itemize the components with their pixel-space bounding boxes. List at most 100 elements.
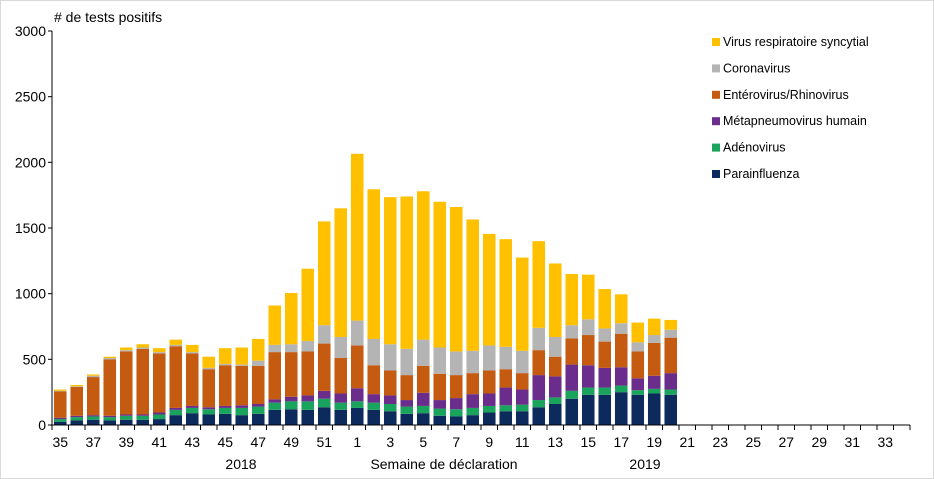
bar-segment-4-week-3 bbox=[383, 344, 397, 371]
bar-segment-0-week-17 bbox=[614, 392, 628, 425]
bar-segment-1-week-46 bbox=[235, 407, 249, 416]
bar-segment-1-week-42 bbox=[169, 409, 183, 416]
bar-segment-3-week-49 bbox=[284, 352, 298, 397]
bar-segment-0-week-18 bbox=[631, 394, 645, 425]
y-tick-label: 2000 bbox=[15, 154, 46, 170]
legend-label: Coronavirus bbox=[723, 61, 790, 75]
bar-segment-1-week-50 bbox=[301, 401, 315, 410]
bar-segment-3-week-36 bbox=[70, 386, 84, 416]
x-tick-label: 17 bbox=[613, 434, 629, 450]
bar-segment-1-week-6 bbox=[433, 408, 447, 416]
bar-segment-1-week-40 bbox=[136, 415, 150, 420]
bar-segment-5-week-8 bbox=[466, 219, 480, 351]
bar-segment-1-week-47 bbox=[251, 406, 265, 414]
legend-label: Adénovirus bbox=[723, 141, 786, 155]
bar-segment-2-week-44 bbox=[202, 407, 216, 410]
bar-segment-4-week-12 bbox=[532, 327, 546, 351]
x-tick-label: 37 bbox=[85, 434, 101, 450]
bar-segment-2-week-37 bbox=[86, 415, 100, 417]
bar-segment-5-week-17 bbox=[614, 294, 628, 324]
bar-segment-4-week-39 bbox=[119, 350, 133, 352]
bar-segment-1-week-1 bbox=[350, 401, 364, 408]
bar-segment-3-week-6 bbox=[433, 373, 447, 401]
bar-segment-5-week-16 bbox=[598, 289, 612, 329]
bar-segment-4-week-51 bbox=[317, 325, 331, 344]
bar-segment-0-week-46 bbox=[235, 415, 249, 425]
legend: Virus respiratoire syncytial Coronavirus E… bbox=[712, 35, 869, 181]
legend-swatch bbox=[712, 170, 720, 178]
bar-segment-3-week-41 bbox=[152, 353, 166, 413]
bar-segment-0-week-41 bbox=[152, 419, 166, 425]
bar-segment-1-week-11 bbox=[515, 404, 529, 412]
bar-segment-5-week-42 bbox=[169, 339, 183, 345]
bar-segment-4-week-47 bbox=[251, 360, 265, 366]
bar-segment-4-week-38 bbox=[103, 358, 117, 360]
bar-segment-4-week-8 bbox=[466, 350, 480, 374]
bar-segment-5-week-14 bbox=[565, 273, 579, 326]
bar-segment-1-week-35 bbox=[53, 419, 67, 422]
bar-segment-2-week-42 bbox=[169, 407, 183, 410]
bar-segment-1-week-12 bbox=[532, 400, 546, 408]
x-tick-label: 35 bbox=[52, 434, 68, 450]
bar-segment-3-week-1 bbox=[350, 345, 364, 389]
x-tick-label: 45 bbox=[217, 434, 233, 450]
bar-segment-1-week-18 bbox=[631, 390, 645, 395]
bar-segment-0-week-50 bbox=[301, 409, 315, 425]
bar-segment-0-week-16 bbox=[598, 394, 612, 425]
bar-segment-2-week-11 bbox=[515, 389, 529, 405]
bar-segment-1-week-20 bbox=[664, 389, 678, 395]
x-tick-label: 51 bbox=[316, 434, 332, 450]
bar-segment-5-week-6 bbox=[433, 201, 447, 348]
bar-segment-3-week-16 bbox=[598, 341, 612, 368]
bar-segment-4-week-50 bbox=[301, 340, 315, 352]
x-tick-label: 11 bbox=[515, 434, 530, 450]
bar-segment-1-week-44 bbox=[202, 409, 216, 415]
bar-segment-4-week-35 bbox=[53, 390, 67, 392]
bar-segment-2-week-39 bbox=[119, 414, 133, 416]
bar-segment-0-week-4 bbox=[400, 413, 414, 425]
bar-segment-2-week-48 bbox=[268, 399, 282, 403]
bar-segment-3-week-47 bbox=[251, 365, 265, 404]
bar-segment-0-week-5 bbox=[416, 413, 430, 425]
bar-segment-0-week-19 bbox=[647, 393, 661, 425]
bar-segment-4-week-1 bbox=[350, 320, 364, 346]
bar-segment-4-week-43 bbox=[185, 352, 199, 354]
bar-segment-4-week-11 bbox=[515, 350, 529, 374]
bar-segment-5-week-1 bbox=[350, 153, 364, 321]
bar-segment-5-week-20 bbox=[664, 319, 678, 330]
legend-swatch bbox=[712, 90, 720, 99]
y-tick-label: 0 bbox=[38, 417, 46, 433]
bar-segment-4-week-14 bbox=[565, 325, 579, 339]
bar-segment-3-week-37 bbox=[86, 377, 100, 416]
bar-segment-3-week-40 bbox=[136, 348, 150, 415]
x-tick-label: 3 bbox=[386, 434, 394, 450]
bar-segment-3-week-35 bbox=[53, 391, 67, 418]
bar-segment-3-week-17 bbox=[614, 333, 628, 368]
bar-segment-4-week-49 bbox=[284, 344, 298, 353]
bar-segment-1-week-45 bbox=[218, 407, 232, 414]
bar-segment-1-week-4 bbox=[400, 406, 414, 414]
bar-segment-4-week-40 bbox=[136, 347, 150, 349]
bar-segment-3-week-38 bbox=[103, 359, 117, 416]
bar-segment-4-week-36 bbox=[70, 386, 84, 387]
x-tick-label: 41 bbox=[151, 434, 167, 450]
year-label-2018: 2018 bbox=[225, 456, 256, 472]
y-tick-label: 3000 bbox=[15, 23, 46, 39]
bar-segment-3-week-7 bbox=[449, 375, 463, 399]
bar-segment-3-week-45 bbox=[218, 365, 232, 406]
bar-segment-1-week-36 bbox=[70, 417, 84, 421]
bar-segment-0-week-11 bbox=[515, 411, 529, 425]
bar-segment-0-week-45 bbox=[218, 413, 232, 425]
bar-segment-0-week-47 bbox=[251, 413, 265, 425]
legend-label: Métapneumovirus humain bbox=[723, 114, 867, 128]
x-tick-label: 23 bbox=[712, 434, 728, 450]
bar-segment-5-week-3 bbox=[383, 197, 397, 345]
bar-segment-4-week-15 bbox=[581, 319, 595, 336]
bar-segment-4-week-48 bbox=[268, 344, 282, 353]
bar-segment-1-week-49 bbox=[284, 401, 298, 410]
bar-segment-5-week-48 bbox=[268, 305, 282, 345]
bar-segment-2-week-51 bbox=[317, 390, 331, 399]
x-tick-label: 13 bbox=[547, 434, 563, 450]
bar-segment-5-week-52 bbox=[334, 208, 348, 338]
